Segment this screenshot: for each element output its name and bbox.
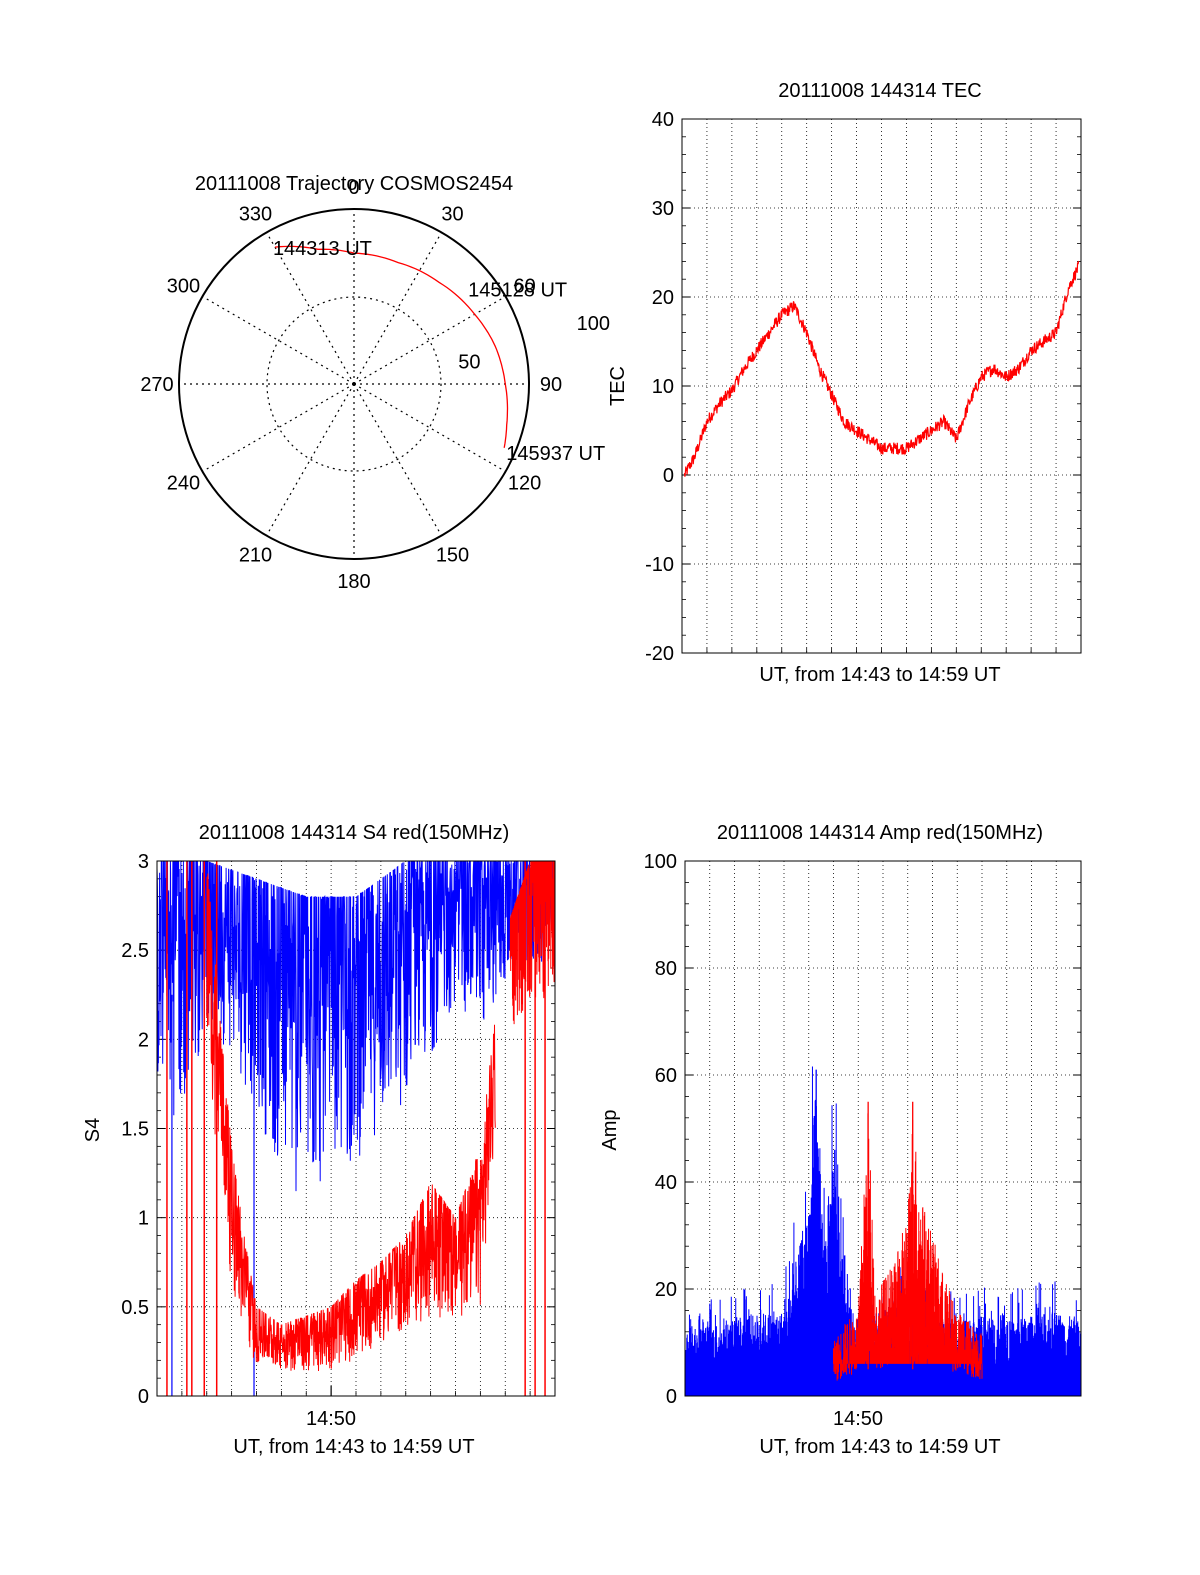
track-annotation-1: 145128 UT	[468, 280, 567, 302]
y-tick-label: 0	[138, 1386, 149, 1408]
satellite-track-line	[274, 245, 509, 448]
azimuth-label-240: 240	[167, 473, 200, 495]
polar-spoke-240	[202, 383, 355, 473]
y-tick-label: 2.5	[121, 940, 149, 962]
s4-frame	[156, 860, 556, 1397]
polar-ring-50	[266, 296, 442, 472]
azimuth-label-270: 270	[140, 374, 173, 396]
polar-grid	[179, 209, 529, 559]
tec-xlabel: UT, from 14:43 to 14:59 UT	[759, 664, 1000, 686]
y-tick-label: -10	[645, 554, 674, 576]
amp-y-tick-labels: 0 20 40 60 80 100	[644, 851, 677, 1408]
radial-label-50: 50	[458, 352, 480, 374]
amp-panel: 20111008 144314 Amp red(150MHz) 0 20 40 60 8…	[599, 822, 1082, 1458]
tec-y-tick-labels: -20 -10 0 10 20 30 40	[645, 109, 674, 665]
amp-x-tick-label: 14:50	[833, 1408, 883, 1430]
azimuth-label-300: 300	[167, 276, 200, 298]
polar-radial-labels: 50 100	[458, 313, 610, 374]
y-tick-label: 10	[652, 376, 674, 398]
azimuth-label-120: 120	[508, 473, 541, 495]
amp-title: 20111008 144314 Amp red(150MHz)	[717, 822, 1043, 844]
tec-frame	[681, 118, 1082, 654]
amp-ylabel: Amp	[599, 1109, 621, 1150]
amp-red-series	[833, 1101, 983, 1381]
amp-xlabel: UT, from 14:43 to 14:59 UT	[759, 1436, 1000, 1458]
y-tick-label: 80	[655, 958, 677, 980]
amp-red-trace	[833, 1113, 983, 1381]
y-tick-label: -20	[645, 643, 674, 665]
polar-spoke-210	[265, 383, 355, 536]
y-tick-label: 60	[655, 1065, 677, 1087]
y-tick-label: 20	[655, 1279, 677, 1301]
trajectory-title: 20111008 Trajectory COSMOS2454	[195, 173, 513, 195]
y-tick-label: 30	[652, 198, 674, 220]
y-tick-label: 1.5	[121, 1119, 149, 1141]
y-tick-label: 40	[652, 109, 674, 131]
radial-label-100: 100	[577, 313, 610, 335]
polar-spoke-300	[202, 295, 355, 385]
y-tick-label: 3	[138, 851, 149, 873]
s4-title: 20111008 144314 S4 red(150MHz)	[199, 822, 510, 844]
s4-blue-trace	[156, 860, 556, 1192]
s4-red-tail-trace	[509, 860, 556, 1025]
y-tick-label: 1	[138, 1208, 149, 1230]
s4-red-trace	[206, 873, 496, 1372]
track-time-annotations: 144313 UT 145128 UT 145937 UT	[273, 238, 605, 465]
tec-ylabel: TEC	[607, 366, 629, 406]
polar-outer-ring	[178, 208, 530, 560]
azimuth-label-180: 180	[337, 571, 370, 593]
azimuth-label-210: 210	[239, 545, 272, 567]
azimuth-label-30: 30	[441, 203, 463, 225]
azimuth-label-90: 90	[540, 374, 562, 396]
y-tick-label: 20	[652, 287, 674, 309]
s4-x-tick-label: 14:50	[306, 1408, 356, 1430]
y-tick-label: 40	[655, 1172, 677, 1194]
track-annotation-0: 144313 UT	[273, 238, 372, 260]
track-annotation-2: 145937 UT	[506, 443, 605, 465]
azimuth-label-60: 60	[513, 276, 535, 298]
y-tick-label: 100	[644, 851, 677, 873]
polar-spoke-60	[353, 295, 506, 385]
y-tick-label: 0	[666, 1386, 677, 1408]
azimuth-label-330: 330	[239, 203, 272, 225]
polar-spoke-30	[353, 232, 443, 385]
polar-spoke-330	[265, 232, 355, 385]
tec-title: 20111008 144314 TEC	[778, 80, 982, 102]
s4-ylabel: S4	[82, 1118, 104, 1142]
polar-spoke-150	[353, 383, 443, 536]
tec-series-line	[683, 260, 1080, 477]
y-tick-label: 0	[663, 465, 674, 487]
amp-blue-base	[685, 1363, 1081, 1396]
trajectory-panel: 20111008 Trajectory COSMOS2454 0 30 60 90 12…	[140, 173, 610, 593]
y-tick-label: 0.5	[121, 1297, 149, 1319]
polar-spoke-120	[353, 383, 506, 473]
tec-grid	[682, 118, 1081, 654]
s4-y-tick-labels: 0 0.5 1 1.5 2 2.5 3	[121, 851, 149, 1408]
s4-xlabel: UT, from 14:43 to 14:59 UT	[233, 1436, 474, 1458]
s4-red-series	[166, 860, 556, 1396]
amp-frame	[684, 860, 1082, 1397]
s4-panel: 20111008 144314 S4 red(150MHz) 0 0.5 1 1.5 2…	[82, 822, 556, 1458]
y-tick-label: 2	[138, 1029, 149, 1051]
polar-azimuth-labels: 0 30 60 90 120 150 180 210 240 270 300 330	[140, 177, 562, 593]
azimuth-label-0: 0	[348, 177, 359, 199]
azimuth-label-150: 150	[436, 545, 469, 567]
amp-blue-series	[684, 1066, 1082, 1396]
